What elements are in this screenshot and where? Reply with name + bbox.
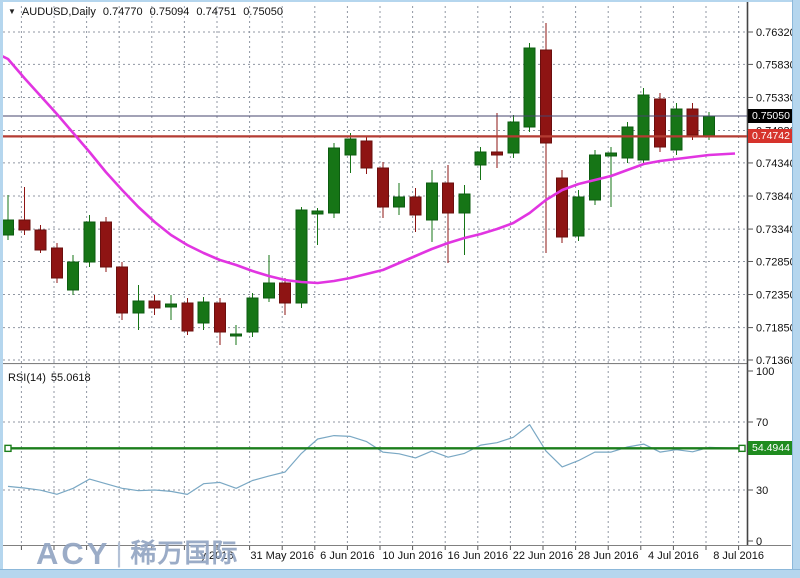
rsi-axis-label: 100 [756, 366, 774, 378]
grid-lines [3, 6, 747, 544]
candle-body [246, 297, 259, 333]
rsi-axis-label: 0 [756, 536, 762, 548]
candle-body [702, 115, 715, 138]
time-axis-label: y 2016 [200, 550, 233, 562]
price-axis-label: 0.72850 [756, 256, 796, 268]
time-axis-label: 22 Jun 2016 [513, 550, 574, 562]
candle-body [556, 177, 569, 238]
price-axis-label: 0.72350 [756, 290, 796, 302]
window-frame-right [792, 0, 800, 577]
rsi-axis-label: 30 [756, 485, 768, 497]
axis-labels: 0.763200.758300.753300.748300.743400.738… [200, 27, 795, 562]
candle-body [605, 152, 618, 157]
candle-body [474, 151, 487, 166]
symbol-label: AUDUSD,Daily [21, 6, 96, 18]
rsi-axis-label: 70 [756, 417, 768, 429]
window-frame-left [0, 0, 3, 577]
candle-body [409, 196, 422, 216]
candle-body [165, 303, 177, 308]
candle-body [2, 219, 14, 236]
candle-body [491, 151, 503, 156]
candle-body [295, 209, 308, 304]
window-frame-top [0, 0, 800, 2]
indicator-name: RSI(14) [8, 372, 46, 384]
level-line-handle [4, 444, 12, 453]
candle-body [621, 126, 634, 159]
candle-body [425, 182, 438, 221]
rsi-line [7, 424, 746, 495]
time-axis-label: 28 Jun 2016 [578, 550, 639, 562]
candle-body [670, 108, 683, 151]
price-axis-label: 0.75830 [756, 59, 796, 71]
quote-close: 0.75050 [243, 6, 283, 18]
hline-price-tag: 0.74742 [748, 129, 792, 143]
rsi-level-tag: 54.4944 [748, 441, 792, 455]
bid-price-tag: 0.75050 [748, 109, 792, 123]
quote-open: 0.74770 [102, 6, 143, 18]
time-axis-label: 31 May 2016 [250, 550, 314, 562]
candle-body [654, 98, 666, 148]
axis-ticks [20, 31, 753, 550]
candle-body [67, 261, 80, 291]
candle-body [572, 196, 585, 237]
candle-body [393, 196, 406, 208]
candle-body [279, 282, 292, 304]
candles [2, 23, 715, 345]
candle-body [116, 266, 129, 314]
price-axis-label: 0.73840 [756, 191, 796, 203]
candle-body [588, 154, 601, 201]
candle-body [50, 247, 63, 279]
candle-body [311, 210, 324, 215]
indicator-label: RSI(14) 55.0618 [8, 372, 96, 384]
candle-body [148, 300, 161, 309]
time-axis-label: 16 Jun 2016 [448, 550, 509, 562]
indicator-value: 55.0618 [50, 372, 91, 384]
price-axis-label: 0.75330 [756, 92, 796, 104]
candle-body [230, 333, 243, 337]
time-axis-label: 8 Jul 2016 [713, 550, 764, 562]
candle-body [507, 121, 520, 154]
window-frame-bottom [0, 569, 800, 578]
candle-body [458, 193, 471, 214]
candle-body [197, 301, 210, 324]
level-line-handle [738, 444, 746, 453]
collapse-ohlc-icon[interactable]: ▼ [8, 7, 16, 16]
candle-body [34, 229, 47, 251]
price-axis-label: 0.73340 [756, 224, 796, 236]
chart-title: ▼ AUDUSD,Daily 0.74770 0.75094 0.74751 0.7505… [8, 6, 283, 18]
quote-high: 0.75094 [149, 6, 190, 18]
candle-body [213, 302, 226, 333]
time-axis-label: 4 Jul 2016 [648, 550, 699, 562]
price-axis-label: 0.71360 [756, 355, 796, 367]
candle-body [637, 94, 650, 161]
candle-body [523, 47, 536, 128]
candle-body [376, 167, 389, 208]
time-axis-label: 6 Jun 2016 [320, 550, 374, 562]
candle-body [181, 302, 194, 332]
candle-body [344, 138, 357, 156]
candle-body [262, 282, 275, 299]
candle-body [83, 221, 96, 263]
candle-body [539, 49, 552, 144]
candle-body [328, 147, 340, 214]
candle-body [18, 219, 31, 231]
candle-body [686, 108, 699, 136]
price-axis-label: 0.76320 [756, 27, 796, 39]
candle-body [132, 300, 145, 314]
quote-low: 0.74751 [196, 6, 237, 18]
price-axis-label: 0.74340 [756, 158, 796, 170]
moving-average-line [0, 53, 736, 285]
candle-body [99, 221, 112, 268]
time-axis-label: 10 Jun 2016 [382, 550, 443, 562]
candle-body [442, 182, 455, 214]
candle-body [360, 140, 373, 169]
price-axis-label: 0.71850 [756, 323, 796, 335]
